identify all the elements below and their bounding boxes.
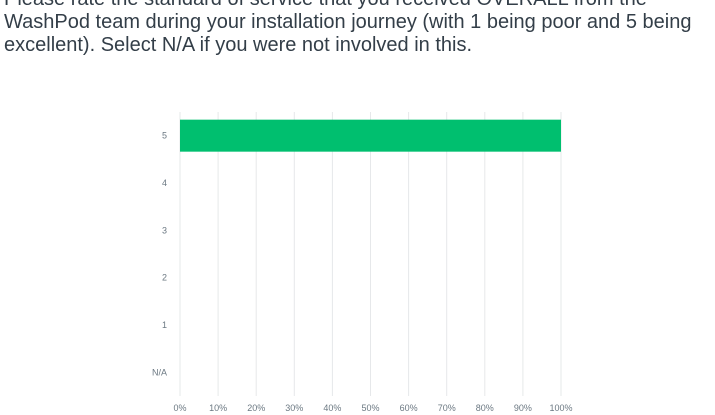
x-tick-label: 70% <box>438 403 456 413</box>
y-tick-label: 3 <box>162 225 167 235</box>
x-tick-label: 100% <box>549 403 572 413</box>
x-tick-label: 40% <box>323 403 341 413</box>
y-tick-label: 5 <box>162 131 167 141</box>
bar <box>180 119 561 152</box>
x-tick-label: 90% <box>514 403 532 413</box>
y-tick-label: 4 <box>162 178 167 188</box>
x-tick-label: 30% <box>285 403 303 413</box>
x-tick-label: 60% <box>400 403 418 413</box>
y-tick-label: 1 <box>162 320 167 330</box>
x-tick-label: 10% <box>209 403 227 413</box>
x-tick-label: 20% <box>247 403 265 413</box>
x-tick-label: 80% <box>476 403 494 413</box>
bars <box>180 119 561 152</box>
y-axis-labels: 5 4 3 2 1 N/A <box>152 131 167 378</box>
grid-lines <box>179 112 562 396</box>
y-tick-label: 2 <box>162 273 167 283</box>
question-text: Please rate the standard of service that… <box>4 0 692 56</box>
x-axis-labels: 0% 10% 20% 30% 40% 50% 60% 70% 80% 90% 100% <box>173 403 572 413</box>
x-tick-label: 0% <box>173 403 186 413</box>
y-tick-label: N/A <box>152 367 167 377</box>
x-tick-label: 50% <box>361 403 379 413</box>
